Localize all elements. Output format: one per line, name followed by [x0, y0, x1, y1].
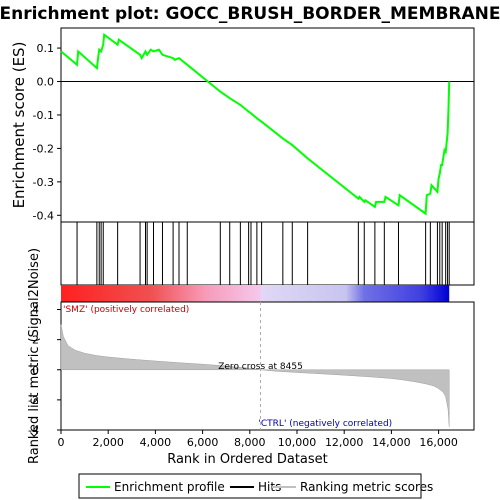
- rank-y-tick-label: 0: [32, 364, 39, 377]
- es-y-tick-label: -0.2: [33, 142, 54, 155]
- hit-markers: [76, 222, 450, 285]
- positive-correlation-label: 'SMZ' (positively correlated): [63, 305, 189, 315]
- rank-x-tick-label: 6,000: [187, 436, 219, 449]
- legend: Enrichment profile Hits Ranking metric s…: [78, 473, 433, 499]
- rank-x-axis-label: Rank in Ordered Dataset: [167, 452, 328, 467]
- rank-x-tick-label: 0: [58, 436, 65, 449]
- rank-y-tick-label: -4: [28, 424, 39, 437]
- rank-x-tick-label: 10,000: [278, 436, 317, 449]
- rank-x-tick-label: 16,000: [419, 436, 458, 449]
- rank-x-ticks: 0 2,000 4,000 6,000 8,000 10,000 12,000 14,000 1…: [58, 430, 458, 449]
- es-y-tick-label: 0.0: [37, 76, 55, 89]
- es-y-tick-label: 0.1: [37, 42, 55, 55]
- ranking-metric-area: [60, 324, 450, 428]
- enrichment-profile-line: [60, 32, 451, 216]
- es-y-ticks: 0.1 0.0 -0.1 -0.2 -0.3 -0.4: [33, 42, 61, 222]
- legend-hits-label: Hits: [258, 480, 281, 494]
- rank-x-tick-label: 2,000: [92, 436, 124, 449]
- rank-y-tick-label: 2: [32, 334, 39, 347]
- es-y-tick-label: -0.3: [33, 176, 54, 189]
- es-panel-frame: [60, 27, 475, 223]
- rank-y-tick-label: 4: [32, 304, 39, 317]
- hits-panel-frame: [60, 221, 475, 286]
- color-bar-gradient: [61, 285, 450, 302]
- legend-metric-label: Ranking metric scores: [300, 480, 433, 494]
- rank-x-tick-label: 8,000: [234, 436, 266, 449]
- rank-y-tick-label: -2: [28, 394, 39, 407]
- rank-x-tick-label: 12,000: [325, 436, 364, 449]
- rank-y-ticks: 4 2 0 -2 -4: [28, 304, 61, 437]
- es-y-axis-label: Enrichment score (ES): [10, 42, 28, 209]
- rank-y-axis-label: Ranked list metric (Signal2Noise): [27, 248, 42, 464]
- rank-panel: 4 2 0 -2 -4 0 2,000 4,000 6,000 8,000 10,000 12,00…: [27, 248, 475, 467]
- es-y-tick-label: -0.4: [33, 209, 54, 222]
- hits-panel: [60, 221, 475, 286]
- legend-enrichment-label: Enrichment profile: [114, 480, 225, 494]
- es-y-tick-label: -0.1: [33, 109, 54, 122]
- negative-correlation-label: 'CTRL' (negatively correlated): [258, 419, 392, 429]
- rank-x-tick-label: 4,000: [140, 436, 172, 449]
- zero-cross-label: Zero cross at 8455: [218, 362, 303, 372]
- rank-x-tick-label: 14,000: [372, 436, 411, 449]
- chart-title: Enrichment plot: GOCC_BRUSH_BORDER_MEMBR…: [0, 4, 500, 24]
- ranking-color-bar: [61, 285, 450, 302]
- es-panel: 0.1 0.0 -0.1 -0.2 -0.3 -0.4 Enrichment score …: [10, 27, 475, 223]
